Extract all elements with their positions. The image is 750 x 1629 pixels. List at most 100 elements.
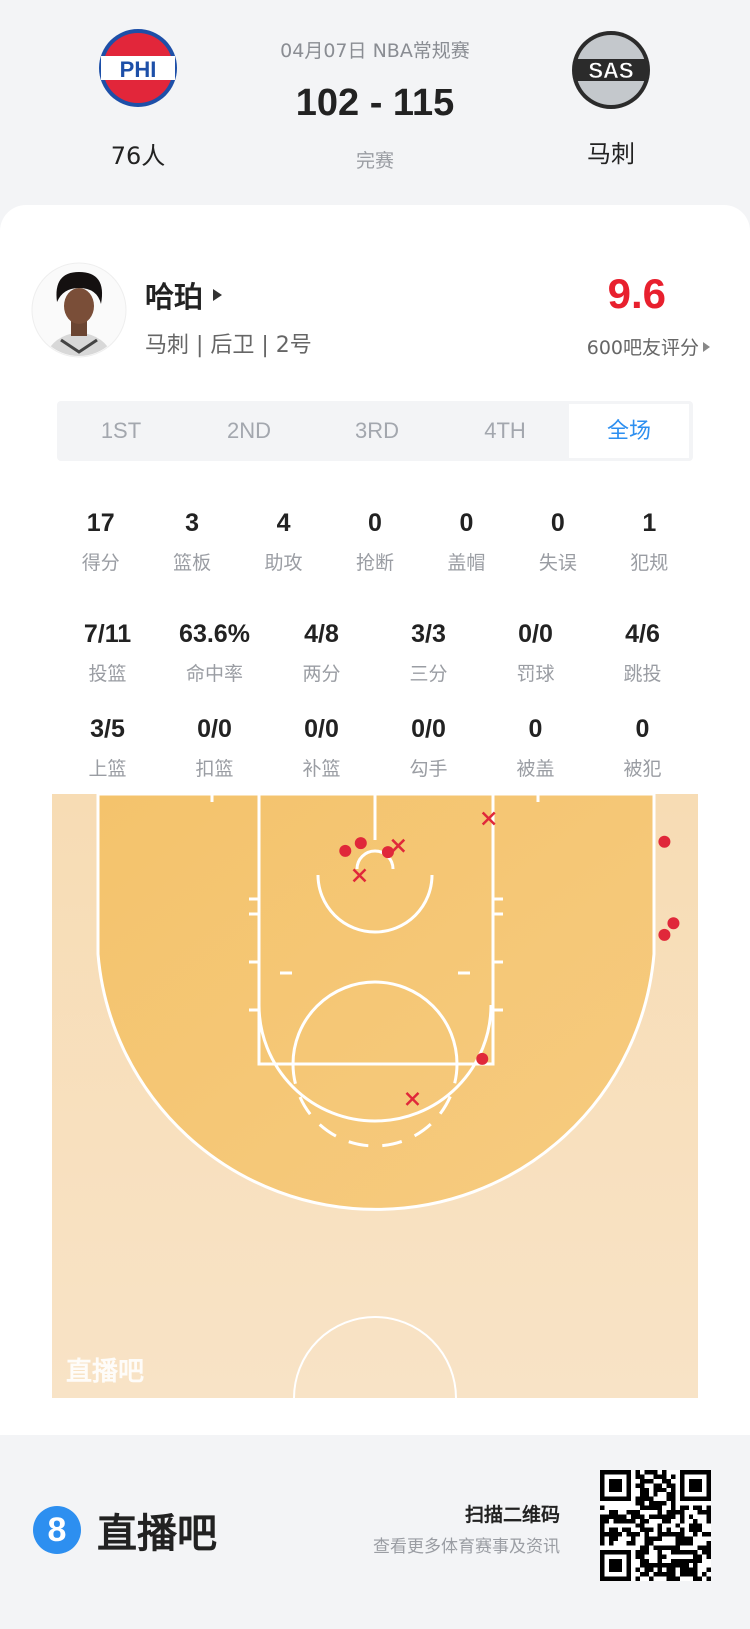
stat-basic-0: 17 得分 [55,509,146,575]
shot-made-6 [476,1052,489,1065]
stat-type-0: 3/5 上篮 [54,715,161,781]
stat-value: 63.6% [179,620,250,648]
play-arrow-icon [213,289,223,301]
shot-chart: 直播吧 [52,794,698,1398]
stat-value: 0/0 [518,620,553,648]
home-logo-text: PHI [120,57,157,82]
away-team-logo: SAS [572,31,650,109]
shot-missed-2 [481,811,496,826]
player-avatar [31,262,127,358]
match-status: 完赛 [355,150,394,172]
shot-made-2 [381,846,394,859]
stat-value: 3/5 [90,715,125,743]
home-team[interactable]: PHI 76人 [58,28,218,171]
stat-value: 17 [86,509,115,537]
player-name: 哈珀 [145,280,204,314]
stat-value: 0/0 [197,715,232,743]
shot-made-1 [354,837,367,850]
brand-8-icon: 8 [33,1506,81,1554]
stat-value: 7/11 [83,620,132,648]
stat-label: 上篮 [88,758,127,780]
stat-value: 0/0 [411,715,446,743]
home-team-logo: PHI [99,29,177,107]
match-date-league: 04月07日 NBA常规赛 [280,40,470,62]
stat-value: 4/8 [304,620,339,648]
home-team-name: 76人 [110,142,166,170]
player-name-link[interactable]: 哈珀 [145,274,223,316]
away-team[interactable]: SAS 马刺 [531,30,691,169]
stat-shooting-5: 4/6 跳投 [589,620,696,686]
three-point-area [96,794,656,1211]
tab-2nd[interactable]: 2ND [226,418,271,443]
scan-title: 扫描二维码 [464,1504,560,1526]
shot-made-0 [339,844,352,857]
player-rating: 9.6 [607,270,666,317]
stat-label: 三分 [409,663,448,685]
stat-basic-6: 1 犯规 [604,509,695,575]
stat-value: 0/0 [304,715,339,743]
stat-basic-4: 0 盖帽 [421,509,512,575]
stat-label: 补篮 [302,758,341,780]
stat-type-1: 0/0 扣篮 [161,715,268,781]
player-info: 马刺 | 后卫 | 2号 [145,333,312,358]
brand-logo[interactable]: 8 直播吧 [33,1501,217,1559]
stat-value: 0 [528,715,543,743]
tab-1st[interactable]: 1ST [100,418,142,443]
tab-4th[interactable]: 4TH [484,418,526,443]
stat-label: 失误 [538,552,577,574]
stat-value: 1 [642,509,657,537]
stat-basic-5: 0 失误 [512,509,603,575]
brand-name: 直播吧 [97,1511,217,1557]
stat-label: 罚球 [516,663,555,685]
stat-value: 3 [185,509,200,537]
qr-code[interactable] [600,1470,711,1581]
stat-label: 抢断 [355,552,394,574]
stat-value: 0 [550,509,565,537]
stat-label: 助攻 [264,552,303,574]
stat-value: 0 [459,509,474,537]
shot-made-5 [658,928,671,941]
stat-label: 被盖 [516,758,555,780]
away-logo-text: SAS [588,58,633,83]
stat-basic-3: 0 抢断 [329,509,420,575]
stat-type-2: 0/0 补篮 [268,715,375,781]
period-tabs: 1ST 2ND 3RD 4TH 全场 [57,401,693,461]
stat-value: 0 [635,715,650,743]
stat-value: 4 [276,509,291,537]
stat-basic-2: 4 助攻 [238,509,329,575]
stat-label: 盖帽 [447,552,486,574]
tab-full-game[interactable]: 全场 [569,404,689,458]
away-team-name: 马刺 [587,140,635,168]
stat-label: 命中率 [185,663,243,685]
stat-label: 投篮 [88,663,127,685]
tab-3rd[interactable]: 3RD [354,418,399,443]
chevron-right-icon [703,341,710,352]
stat-type-4: 0 被盖 [482,715,589,781]
stat-label: 被犯 [623,758,662,780]
stat-label: 犯规 [630,552,669,574]
stat-label: 跳投 [623,663,662,685]
rating-link[interactable]: 600吧友评分 [587,333,710,360]
stat-label: 得分 [81,552,120,574]
stat-label: 勾手 [409,758,448,780]
stat-shooting-0: 7/11 投篮 [54,620,161,686]
stat-shooting-1: 63.6% 命中率 [161,620,268,686]
stat-shooting-4: 0/0 罚球 [482,620,589,686]
court-watermark: 直播吧 [66,1357,144,1387]
stat-type-3: 0/0 勾手 [375,715,482,781]
shot-missed-3 [405,1092,420,1106]
rating-label: 600吧友评分 [586,337,699,359]
stat-label: 扣篮 [195,758,234,780]
scan-subtitle: 查看更多体育赛事及资讯 [373,1537,560,1557]
shot-made-3 [658,835,671,848]
stat-value: 4/6 [625,620,660,648]
stat-label: 两分 [302,663,341,685]
stat-type-5: 0 被犯 [589,715,696,781]
stat-shooting-3: 3/3 三分 [375,620,482,686]
stat-value: 0 [368,509,382,537]
shot-missed-0 [391,838,406,853]
stat-label: 篮板 [173,552,212,574]
shot-made-4 [667,917,680,930]
stat-shooting-2: 4/8 两分 [268,620,375,686]
stat-basic-1: 3 篮板 [146,509,237,575]
